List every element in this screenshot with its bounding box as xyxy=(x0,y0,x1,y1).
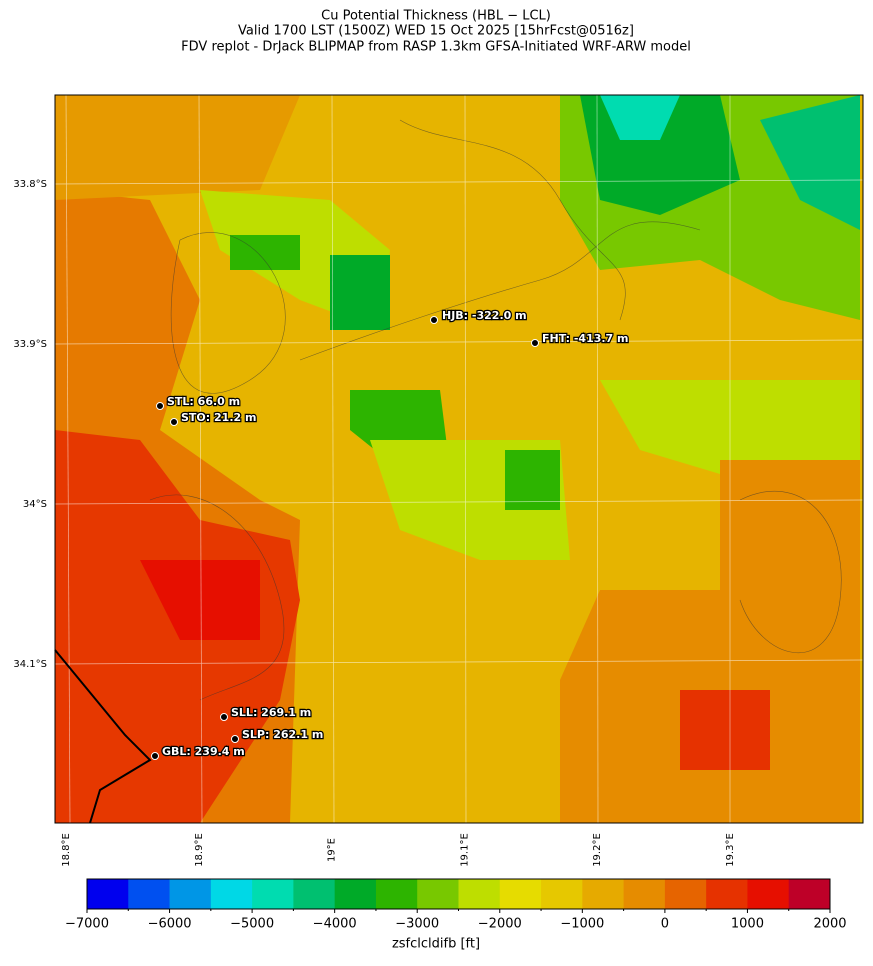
station-label: HJB: -322.0 m xyxy=(442,309,527,322)
colorbar-tick-label: −2000 xyxy=(478,917,522,932)
lon-label: 19.1°E xyxy=(459,833,470,867)
colorbar-bin xyxy=(541,879,583,909)
colorbar-bin xyxy=(499,879,542,909)
colorbar-tick-label: −6000 xyxy=(148,917,192,932)
lon-label: 19.2°E xyxy=(592,833,603,867)
colorbar-tick-label: −5000 xyxy=(230,917,274,932)
colorbar-bin xyxy=(128,879,171,909)
contours xyxy=(149,119,842,701)
colorbar-bin xyxy=(458,879,501,909)
coastline xyxy=(54,649,152,824)
colorbar-bin xyxy=(706,879,748,909)
colorbar-tick-label: −7000 xyxy=(65,917,109,932)
subtitle: Valid 1700 LST (1500Z) WED 15 Oct 2025 [… xyxy=(238,24,634,39)
lat-label: 34.1°S xyxy=(13,659,47,670)
colorbar-tick-label: 1000 xyxy=(731,917,764,932)
map-field xyxy=(55,95,863,823)
title: Cu Potential Thickness (HBL − LCL) xyxy=(321,9,551,24)
colorbar-tick-label: −4000 xyxy=(313,917,357,932)
station-label: SLP: 262.1 m xyxy=(242,728,323,741)
station-label: SLL: 269.1 m xyxy=(231,706,311,719)
lon-label: 18.9°E xyxy=(194,833,205,867)
colorbar-bin xyxy=(293,879,336,909)
colorbar-label: zsfclcldifb [ft] xyxy=(392,937,480,952)
lon-label: 19°E xyxy=(327,838,338,862)
colorbar-bin xyxy=(747,879,790,909)
gridlines xyxy=(54,94,864,824)
colorbar-bin xyxy=(788,879,831,909)
lat-label: 33.9°S xyxy=(13,339,47,350)
source: FDV replot - DrJack BLIPMAP from RASP 1.… xyxy=(181,40,691,55)
colorbar-bin xyxy=(252,879,294,909)
station-label: GBL: 239.4 m xyxy=(162,745,245,758)
colorbar-bin xyxy=(582,879,625,909)
colorbar-tick-label: −3000 xyxy=(395,917,439,932)
colorbar-bin xyxy=(334,879,377,909)
map-frame xyxy=(54,94,864,824)
colorbar-bin xyxy=(375,879,418,909)
station-label: STO: 21.2 m xyxy=(181,411,256,424)
colorbar-tick-label: 0 xyxy=(661,917,669,932)
colorbar-tick-label: 2000 xyxy=(813,917,846,932)
colorbar-bin xyxy=(623,879,666,909)
lon-label: 18.8°E xyxy=(61,833,72,867)
stations: HJB: -322.0 m FHT: -413.7 m STL: 66.0 m … xyxy=(151,308,630,760)
colorbar-bin xyxy=(417,879,459,909)
station-label: FHT: -413.7 m xyxy=(542,332,629,345)
colorbar-bin xyxy=(169,879,212,909)
lat-label: 34°S xyxy=(23,499,47,510)
lon-label: 19.3°E xyxy=(725,833,736,867)
colorbar-tick-label: −1000 xyxy=(560,917,604,932)
lat-label: 33.8°S xyxy=(13,179,47,190)
colorbar-bin xyxy=(664,879,707,909)
colorbar-bin xyxy=(87,879,129,909)
station-label: STL: 66.0 m xyxy=(167,395,240,408)
colorbar-bin xyxy=(210,879,253,909)
